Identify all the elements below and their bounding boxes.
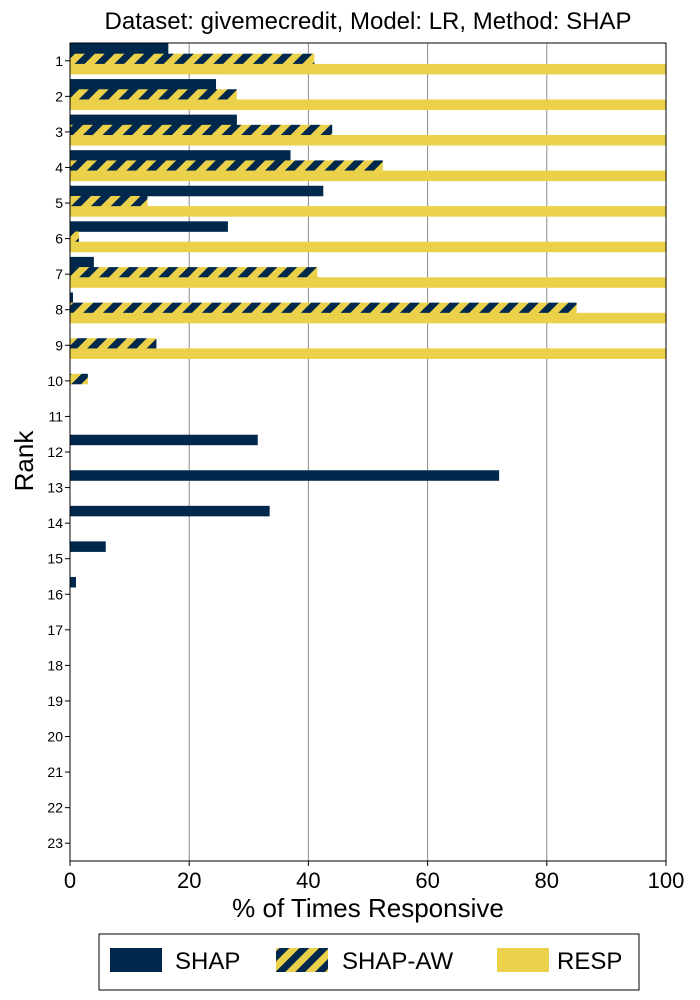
y-tick-label-1: 1 — [55, 53, 63, 69]
bar-shap-aw-rank-10 — [70, 373, 88, 385]
bar-resp-rank-4 — [70, 170, 666, 182]
bar-resp-rank-6 — [70, 241, 666, 253]
y-tick-label-6: 6 — [55, 231, 63, 247]
x-axis-label: % of Times Responsive — [232, 893, 504, 923]
y-tick-label-7: 7 — [55, 266, 63, 282]
x-tick-label-0: 0 — [64, 868, 76, 893]
bar-shap-aw-rank-1 — [70, 53, 315, 65]
bar-shap-aw-rank-8 — [70, 302, 577, 314]
x-tick-label-80: 80 — [535, 868, 559, 893]
y-tick-label-16: 16 — [47, 586, 63, 602]
y-tick-label-13: 13 — [47, 480, 63, 496]
y-tick-label-18: 18 — [47, 657, 63, 673]
bar-shap-rank-1 — [70, 43, 169, 54]
legend: SHAP SHAP-AW RESP — [98, 933, 640, 991]
x-tick-label-20: 20 — [177, 868, 201, 893]
legend-swatch-shap-aw — [276, 948, 328, 972]
chart-title: Dataset: givemecredit, Model: LR, Method… — [105, 8, 632, 35]
bar-shap-rank-16 — [70, 576, 76, 588]
x-tick-label-60: 60 — [415, 868, 439, 893]
y-tick-label-20: 20 — [47, 729, 63, 745]
y-tick-label-4: 4 — [55, 159, 63, 175]
bar-shap-rank-2 — [70, 79, 217, 90]
bar-resp-rank-9 — [70, 348, 666, 359]
axes — [65, 42, 667, 866]
legend-label-resp: RESP — [557, 948, 622, 975]
bar-shap-rank-4 — [70, 150, 291, 161]
bar-shap-rank-6 — [70, 221, 228, 232]
bar-resp-rank-7 — [70, 277, 666, 288]
bar-resp-rank-8 — [70, 312, 666, 324]
legend-label-shap-aw: SHAP-AW — [342, 948, 453, 975]
bar-resp-rank-3 — [70, 135, 666, 146]
bar-shap-rank-15 — [70, 541, 106, 552]
bar-shap-aw-rank-3 — [70, 124, 333, 136]
y-tick-label-23: 23 — [47, 835, 63, 851]
bar-shap-rank-5 — [70, 185, 324, 197]
y-tick-label-22: 22 — [47, 800, 63, 816]
y-axis-label: Rank — [9, 430, 39, 492]
bar-shap-aw-rank-2 — [70, 89, 237, 100]
bar-resp-rank-5 — [70, 206, 666, 217]
bar-resp-rank-1 — [70, 63, 666, 75]
y-tick-label-2: 2 — [55, 88, 63, 104]
bar-shap-rank-3 — [70, 114, 237, 126]
legend-swatch-shap — [110, 948, 162, 972]
bar-shap-aw-rank-5 — [70, 195, 148, 207]
bar-resp-rank-2 — [70, 99, 666, 110]
bar-shap-aw-rank-4 — [70, 160, 383, 171]
bars — [70, 43, 666, 588]
y-tick-label-3: 3 — [55, 124, 63, 140]
x-tick-label-40: 40 — [296, 868, 320, 893]
y-tick-label-9: 9 — [55, 337, 63, 353]
y-tick-label-21: 21 — [47, 764, 63, 780]
x-tick-labels: 0 20 40 60 80 100 — [64, 868, 684, 893]
legend-swatch-resp — [497, 948, 549, 972]
y-tick-label-15: 15 — [47, 551, 63, 567]
legend-label-shap: SHAP — [175, 948, 240, 975]
bar-shap-aw-rank-7 — [70, 267, 318, 278]
y-tick-label-19: 19 — [47, 693, 63, 709]
bar-shap-rank-8 — [70, 292, 73, 303]
bar-shap-rank-13 — [70, 470, 500, 481]
y-tick-label-14: 14 — [47, 515, 63, 531]
bar-shap-rank-7 — [70, 256, 94, 268]
bar-shap-aw-rank-9 — [70, 338, 157, 349]
bar-shap-aw-rank-6 — [70, 231, 79, 243]
y-tick-label-10: 10 — [47, 373, 63, 389]
bar-shap-rank-12 — [70, 434, 258, 446]
y-tick-label-5: 5 — [55, 195, 63, 211]
y-tick-label-8: 8 — [55, 302, 63, 318]
y-tick-label-11: 11 — [48, 408, 63, 424]
bar-shap-rank-14 — [70, 505, 270, 517]
x-tick-label-100: 100 — [648, 868, 685, 893]
y-tick-label-12: 12 — [47, 444, 63, 460]
y-tick-label-17: 17 — [47, 622, 63, 638]
